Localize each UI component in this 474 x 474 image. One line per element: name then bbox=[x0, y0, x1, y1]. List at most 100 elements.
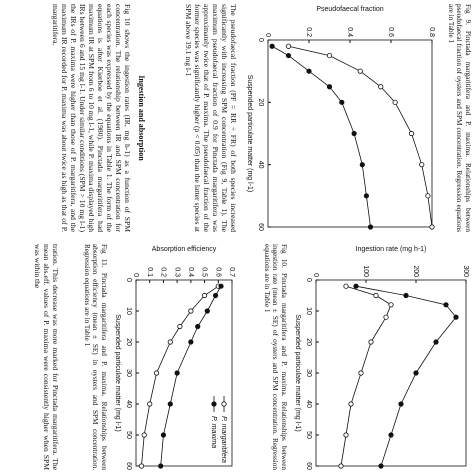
legend-marker bbox=[211, 401, 217, 407]
figure-caption: Fig 10. Pinctada margaritifera and P. ma… bbox=[262, 244, 288, 470]
data-point bbox=[378, 463, 384, 469]
x-tick-label: 40 bbox=[257, 161, 264, 169]
series-line bbox=[271, 45, 371, 228]
data-point bbox=[429, 224, 435, 230]
figure: 0 10 20 30 40 50 60 0 0.1 0.2 0.3 0.4 0.5 0.6 0.7 Suspe… bbox=[114, 246, 235, 470]
plot-frame bbox=[315, 279, 467, 467]
y-tick-label: 200 bbox=[412, 265, 419, 277]
figure: 0 20 40 60 0 0.2 0.4 0.6 0.8 Suspended particulat… bbox=[246, 6, 435, 231]
plot-frame bbox=[135, 279, 233, 467]
data-point bbox=[158, 463, 164, 469]
x-tick-label: 30 bbox=[125, 369, 132, 377]
data-point bbox=[204, 308, 210, 314]
y-tick-label: 0.6 bbox=[387, 27, 394, 37]
data-point bbox=[343, 432, 349, 438]
data-point bbox=[392, 99, 398, 105]
data-point bbox=[188, 339, 194, 345]
y-tick-label: 300 bbox=[462, 265, 469, 277]
y-tick-label: 0.7 bbox=[228, 267, 235, 277]
x-axis-label: Suspended particulate matter (mg l-1) bbox=[114, 314, 121, 432]
data-point bbox=[453, 314, 459, 320]
y-axis-label: Absorption efficiency bbox=[152, 246, 217, 253]
data-point bbox=[353, 283, 359, 289]
paragraph: Fig 10 shows the ingestion rates (IR, mg… bbox=[51, 4, 132, 232]
data-point bbox=[212, 292, 219, 299]
y-tick-label: 0.6 bbox=[214, 267, 221, 277]
data-point bbox=[433, 339, 439, 345]
x-tick-label: 60 bbox=[305, 462, 312, 470]
data-point bbox=[177, 323, 183, 330]
y-tick-label: 0.1 bbox=[146, 267, 153, 277]
figure-caption: Fig 9. Pinctada margaritifera and P. max… bbox=[446, 4, 472, 232]
x-tick-label: 40 bbox=[125, 400, 132, 408]
data-point bbox=[359, 162, 365, 168]
data-point bbox=[153, 370, 160, 376]
y-axis-label: Ingestion rate (mg h-1) bbox=[356, 246, 427, 253]
paragraph: tration. This decrease was more marked f… bbox=[33, 244, 60, 470]
data-point bbox=[339, 99, 345, 105]
y-tick-label: 0 bbox=[312, 273, 319, 277]
data-point bbox=[218, 283, 224, 289]
series-line bbox=[340, 285, 392, 467]
x-tick-label: 60 bbox=[125, 462, 132, 470]
y-axis-label: Pseudofaecal fraction bbox=[316, 6, 383, 13]
x-tick-label: 0 bbox=[305, 278, 312, 282]
x-tick-label: 10 bbox=[125, 307, 132, 315]
data-point bbox=[363, 193, 369, 199]
x-tick-label: 20 bbox=[305, 338, 312, 346]
legend-label: P. maxima bbox=[210, 416, 217, 448]
plot-frame bbox=[267, 39, 433, 228]
data-point bbox=[351, 130, 357, 137]
x-axis-label: Suspended particulate matter (mg l-1) bbox=[246, 75, 253, 193]
data-point bbox=[174, 370, 180, 376]
y-tick-label: 0.2 bbox=[305, 27, 312, 37]
data-point bbox=[188, 308, 194, 314]
y-tick-label: 0.4 bbox=[187, 267, 194, 277]
x-tick-label: 30 bbox=[305, 369, 312, 377]
data-point bbox=[378, 84, 384, 90]
legend-label: P. margaritifera bbox=[220, 416, 227, 463]
data-point bbox=[343, 283, 349, 289]
data-point bbox=[141, 432, 147, 438]
data-point bbox=[195, 323, 201, 330]
y-tick-label: 0.8 bbox=[428, 27, 435, 37]
data-point bbox=[357, 68, 363, 74]
x-tick-label: 40 bbox=[305, 400, 312, 408]
x-tick-label: 20 bbox=[257, 98, 264, 106]
y-tick-label: 0 bbox=[132, 273, 139, 277]
data-point bbox=[388, 302, 394, 308]
data-point bbox=[338, 463, 344, 469]
data-point bbox=[326, 84, 333, 90]
paragraph: The pseudofaecal fraction (PF = RR ÷ FR)… bbox=[184, 4, 238, 232]
data-point bbox=[368, 339, 374, 345]
y-tick-label: 0.3 bbox=[173, 267, 180, 277]
legend-marker bbox=[221, 401, 227, 407]
data-point bbox=[383, 314, 389, 320]
y-tick-label: 0.4 bbox=[346, 27, 353, 37]
data-point bbox=[419, 162, 425, 168]
x-tick-label: 60 bbox=[257, 223, 264, 231]
figure-caption: Fig 11. Pinctada margaritifera and P. ma… bbox=[82, 244, 108, 470]
y-tick-label: 100 bbox=[362, 265, 369, 277]
data-point bbox=[167, 401, 173, 407]
y-tick-label: 0.5 bbox=[201, 267, 208, 277]
data-point bbox=[373, 292, 379, 299]
data-point bbox=[201, 292, 208, 299]
data-point bbox=[306, 68, 312, 74]
data-point bbox=[147, 401, 153, 407]
data-point bbox=[285, 52, 292, 59]
data-point bbox=[388, 432, 394, 438]
data-point bbox=[358, 370, 364, 376]
data-point bbox=[348, 401, 354, 407]
data-point bbox=[408, 130, 415, 137]
data-point bbox=[443, 302, 449, 308]
x-tick-label: 0 bbox=[257, 38, 264, 42]
x-tick-label: 50 bbox=[125, 431, 132, 439]
data-point bbox=[285, 43, 292, 49]
data-point bbox=[413, 370, 419, 376]
data-point bbox=[167, 339, 173, 345]
data-point bbox=[160, 432, 167, 438]
x-tick-label: 50 bbox=[305, 431, 312, 439]
series-line bbox=[355, 285, 457, 467]
data-point bbox=[326, 52, 333, 59]
